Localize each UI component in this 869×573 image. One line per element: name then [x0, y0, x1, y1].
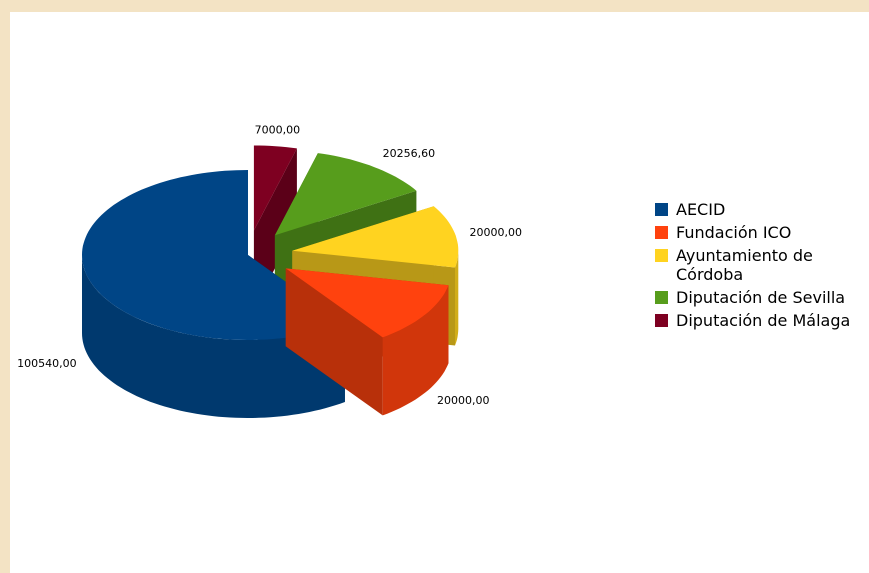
- legend-item: Ayuntamiento de Córdoba: [655, 246, 865, 284]
- legend-swatch: [655, 226, 668, 239]
- value-label: 7000,00: [255, 123, 301, 136]
- legend-item: Diputación de Málaga: [655, 311, 865, 330]
- legend-item: Fundación ICO: [655, 223, 865, 242]
- slice-top: [82, 170, 345, 340]
- slice-side: [455, 250, 459, 346]
- slice-side: [382, 285, 449, 416]
- slice-top: [253, 145, 297, 231]
- slice-side: [82, 255, 345, 418]
- legend-label: Diputación de Sevilla: [676, 288, 846, 307]
- slice-top: [285, 268, 449, 338]
- legend-label: AECID: [676, 200, 726, 219]
- legend-item: AECID: [655, 200, 865, 219]
- value-label: 20256,60: [383, 147, 436, 160]
- value-label: 20000,00: [470, 226, 523, 239]
- legend-label: Ayuntamiento de Córdoba: [676, 246, 813, 284]
- legend-swatch: [655, 314, 668, 327]
- value-label: 100540,00: [17, 357, 77, 370]
- value-label: 20000,00: [437, 394, 490, 407]
- slice: [285, 268, 449, 416]
- slice-top: [292, 206, 459, 268]
- legend-label: Fundación ICO: [676, 223, 792, 242]
- slice-top: [274, 153, 417, 236]
- legend-swatch: [655, 203, 668, 216]
- legend-label: Diputación de Málaga: [676, 311, 851, 330]
- legend-swatch: [655, 249, 668, 262]
- legend: AECID Fundación ICO Ayuntamiento de Córdob…: [655, 200, 865, 334]
- legend-item: Diputación de Sevilla: [655, 288, 865, 307]
- legend-swatch: [655, 291, 668, 304]
